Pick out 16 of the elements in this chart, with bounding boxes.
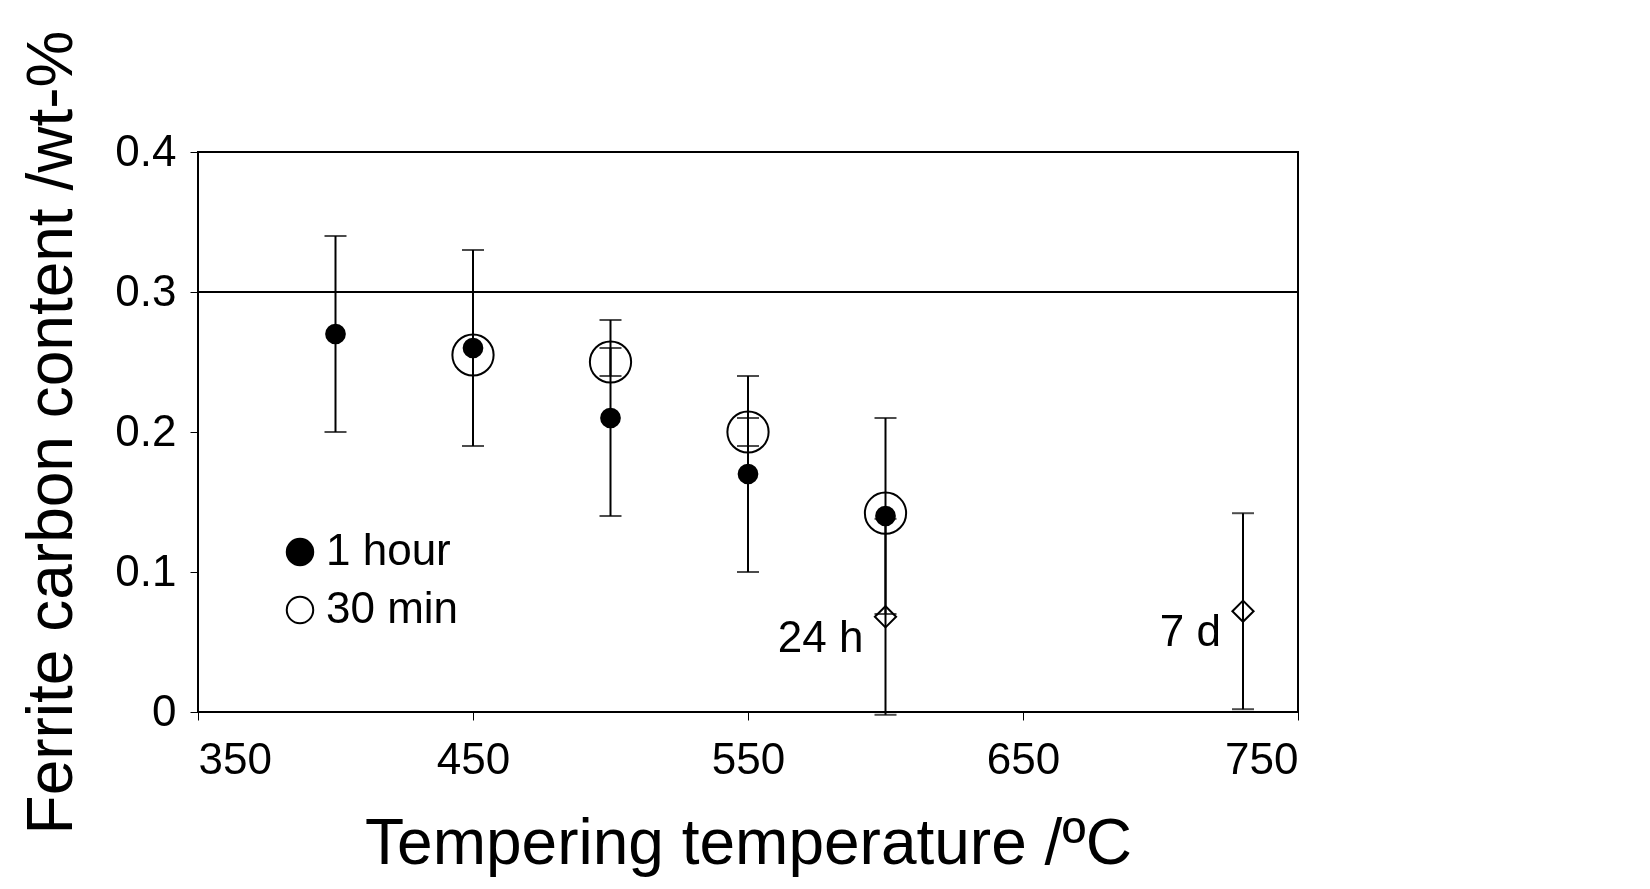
legend-label: 30 min bbox=[326, 583, 459, 632]
x-tick-label: 650 bbox=[986, 733, 1061, 783]
x-tick-label: 450 bbox=[436, 733, 511, 783]
x-tick-label: 350 bbox=[198, 733, 272, 783]
y-tick-label: 0 bbox=[152, 685, 177, 735]
annotation: 24 h bbox=[777, 611, 864, 661]
annotation: 7 d bbox=[1159, 606, 1221, 656]
x-tick-label: 750 bbox=[1225, 733, 1299, 783]
y-axis-title: Ferrite carbon content /wt-% bbox=[14, 30, 87, 835]
y-tick-label: 0.3 bbox=[115, 265, 177, 315]
y-tick-label: 0.2 bbox=[115, 405, 177, 455]
y-tick-label: 0.4 bbox=[115, 125, 177, 175]
legend-label: 1 hour bbox=[326, 525, 451, 574]
y-tick-label: 0.1 bbox=[115, 545, 177, 595]
x-axis-title: Tempering temperature /ºC bbox=[365, 805, 1132, 878]
x-tick-label: 550 bbox=[711, 733, 786, 783]
